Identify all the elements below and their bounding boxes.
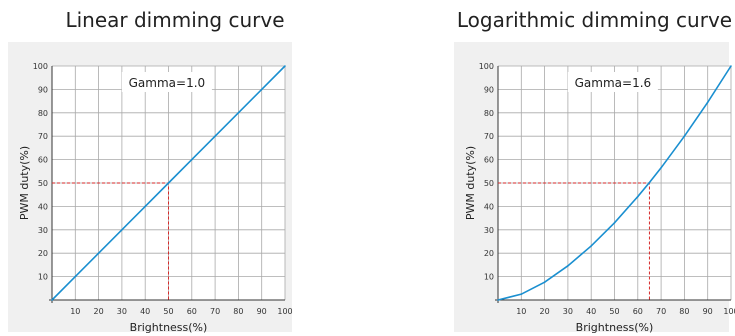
y-tick-label: 40 [38, 202, 48, 211]
x-tick-label: 90 [257, 307, 267, 316]
y-tick-label: 100 [33, 62, 48, 71]
chart-title-linear: Linear dimming curve [65, 8, 285, 32]
y-tick-label: 90 [484, 85, 494, 94]
curve-data-point [648, 181, 651, 184]
curve-data-point [284, 65, 286, 67]
chart-title-logarithmic: Logarithmic dimming curve [456, 8, 733, 32]
x-tick-label: 40 [140, 307, 150, 316]
curve-data-point [121, 229, 123, 231]
curve-data-point [520, 293, 523, 295]
x-tick-label: 20 [540, 307, 550, 316]
y-tick-label: 80 [38, 109, 48, 118]
y-axis-label: PWM duty(%) [464, 146, 477, 220]
dimming-curve-line [497, 65, 732, 301]
y-tick-label: 100 [479, 62, 494, 71]
y-tick-label: 10 [484, 273, 494, 282]
x-tick-label: 60 [633, 307, 643, 316]
x-axis-label: Brightness(%) [576, 321, 654, 334]
x-tick-label: 40 [586, 307, 596, 316]
x-tick-label: 100 [277, 307, 292, 316]
y-tick-label: 10 [38, 273, 48, 282]
y-tick-label: 40 [484, 202, 494, 211]
curve-data-point [637, 195, 639, 198]
curve-data-point [497, 299, 499, 301]
curve-data-point [260, 88, 263, 91]
x-tick-label: 10 [516, 307, 526, 316]
curve-data-point [214, 135, 216, 137]
curve-data-point [567, 265, 569, 267]
x-tick-label: 10 [70, 307, 80, 316]
curve-data-point [543, 281, 546, 284]
y-tick-label: 80 [484, 109, 494, 118]
curve-data-point [191, 158, 193, 161]
y-tick-label: 30 [38, 226, 48, 235]
x-tick-label: 70 [656, 307, 666, 316]
gamma-annotation: Gamma=1.6 [575, 76, 652, 90]
curve-data-point [590, 245, 592, 247]
x-tick-label: 100 [723, 307, 735, 316]
linear-dimming-chart: 10 20 30 40 50 60 70 80 90 100 10 20 30 40 50 60 70 80 90 1… [8, 42, 293, 334]
gamma-annotation: Gamma=1.0 [129, 76, 206, 90]
x-tick-label: 70 [210, 307, 220, 316]
y-tick-label: 50 [484, 179, 494, 188]
y-tick-label: 60 [38, 156, 48, 165]
curve-data-point [144, 205, 146, 208]
curve-data-point [51, 299, 53, 301]
y-tick-label: 20 [484, 249, 494, 258]
y-tick-label: 60 [484, 156, 494, 165]
x-axis-label: Brightness(%) [130, 321, 208, 334]
gamma-annotation-box [121, 72, 212, 92]
x-tick-label: 80 [679, 307, 689, 316]
curve-data-point [683, 135, 686, 137]
y-tick-label: 70 [484, 132, 494, 141]
x-tick-label: 30 [563, 307, 573, 316]
x-tick-label: 20 [94, 307, 104, 316]
x-tick-label: 90 [703, 307, 713, 316]
curve-data-point [74, 275, 77, 278]
y-tick-label: 20 [38, 249, 48, 258]
y-tick-label: 50 [38, 179, 48, 188]
y-axis-label: PWM duty(%) [18, 146, 31, 220]
logarithmic-dimming-chart: 10 20 30 40 50 60 70 80 90 100 10 20 30 40 50 60 70 80 90 1… [454, 42, 735, 334]
curve-data-point [97, 252, 100, 254]
curve-data-point [660, 166, 662, 169]
gamma-annotation-box [567, 72, 658, 92]
y-tick-label: 90 [38, 85, 48, 94]
x-tick-label: 60 [187, 307, 197, 316]
x-tick-label: 50 [163, 307, 173, 316]
x-tick-label: 30 [117, 307, 127, 316]
curve-data-point [730, 65, 732, 67]
x-tick-label: 80 [233, 307, 243, 316]
x-tick-label: 50 [609, 307, 619, 316]
curve-data-point [613, 221, 616, 224]
curve-data-point [167, 182, 170, 184]
y-tick-label: 30 [484, 226, 494, 235]
curve-data-point [237, 112, 240, 114]
y-tick-label: 70 [38, 132, 48, 141]
curve-data-point [706, 101, 709, 104]
